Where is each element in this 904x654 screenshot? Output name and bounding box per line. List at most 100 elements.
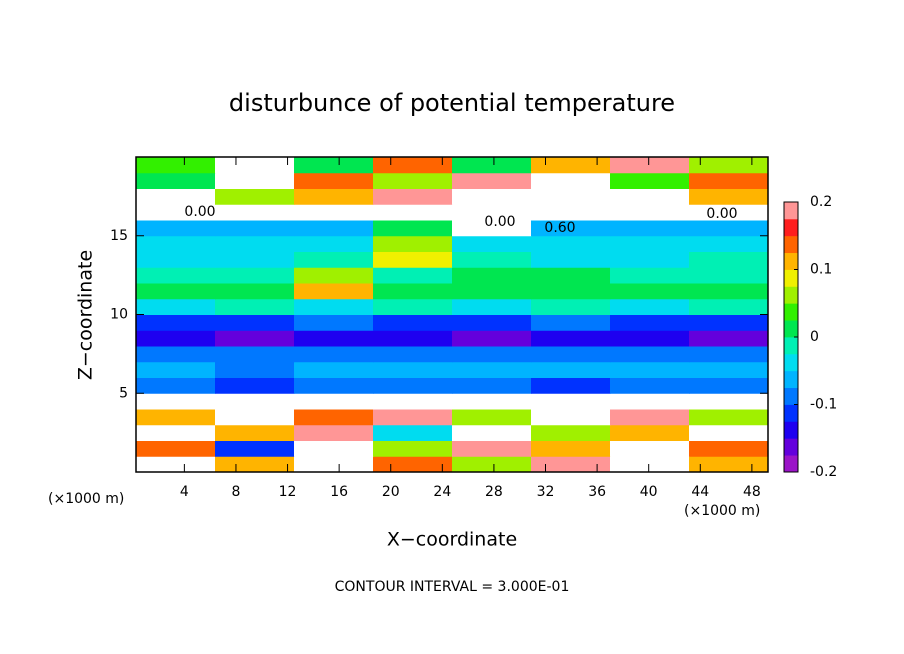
heat-cell	[136, 409, 216, 426]
heat-cell	[610, 283, 690, 300]
heat-cell	[215, 361, 295, 378]
heat-cell	[294, 409, 374, 426]
heat-cell	[610, 456, 690, 473]
heat-cell	[215, 409, 295, 426]
heat-cell	[215, 440, 295, 457]
heat-cell	[294, 188, 374, 205]
heat-cell	[452, 220, 532, 237]
heat-cell	[294, 330, 374, 347]
heat-cell	[531, 220, 611, 237]
x-tick-label: 24	[433, 484, 451, 500]
heat-cell	[294, 298, 374, 315]
contour-label: 0.60	[544, 220, 575, 236]
x-tick-label: 36	[588, 484, 606, 500]
contour-label: 0.00	[484, 214, 515, 230]
heat-cell	[689, 314, 769, 331]
heat-cell	[373, 267, 453, 284]
heat-cell	[136, 456, 216, 473]
heat-cell	[689, 298, 769, 315]
colorbar-swatch	[784, 387, 798, 405]
heat-cell	[294, 235, 374, 252]
heat-cell	[373, 298, 453, 315]
heat-cell	[373, 314, 453, 331]
heat-cell	[452, 330, 532, 347]
heat-cell	[452, 298, 532, 315]
colorbar-swatch	[784, 421, 798, 439]
heat-cell	[215, 188, 295, 205]
heat-cell	[610, 188, 690, 205]
heat-cell	[294, 251, 374, 268]
heat-cell	[136, 251, 216, 268]
colorbar-swatch	[784, 218, 798, 237]
heat-cell	[294, 220, 374, 237]
heat-cell	[610, 440, 690, 457]
y-tick-label: 15	[110, 228, 128, 244]
heat-cell	[689, 204, 769, 221]
heat-cell	[531, 456, 611, 473]
heat-cell	[136, 298, 216, 315]
heat-cell	[215, 346, 295, 363]
heat-cell	[610, 204, 690, 221]
heat-cell	[136, 377, 216, 394]
heat-cell	[373, 346, 453, 363]
heat-cell	[373, 204, 453, 221]
heat-cell	[531, 204, 611, 221]
heat-cell	[610, 409, 690, 426]
heat-cell	[373, 235, 453, 252]
heat-cell	[294, 157, 374, 174]
x-tick-label: 16	[330, 484, 348, 500]
heat-cell	[689, 377, 769, 394]
heat-cell	[610, 157, 690, 174]
colorbar-swatch	[784, 438, 798, 456]
heat-cell	[136, 235, 216, 252]
colorbar-swatch	[784, 235, 798, 254]
colorbar-swatch	[784, 337, 798, 355]
heat-cell	[136, 267, 216, 284]
heat-cell	[452, 235, 532, 252]
colorbar-swatch	[784, 252, 798, 270]
heat-cell	[215, 235, 295, 252]
heat-cell	[294, 456, 374, 473]
heat-cell	[452, 393, 532, 410]
heat-cell	[689, 424, 769, 441]
x-tick-label: 4	[180, 484, 189, 500]
heat-cell	[531, 172, 611, 189]
heat-cell	[689, 409, 769, 426]
heat-cell	[610, 346, 690, 363]
heat-cell	[610, 393, 690, 410]
heat-cell	[136, 157, 216, 174]
heat-cell	[373, 220, 453, 237]
heat-cell	[531, 440, 611, 457]
heat-cell	[294, 377, 374, 394]
heat-cell	[136, 361, 216, 378]
heat-cell	[373, 188, 453, 205]
heat-cell	[294, 440, 374, 457]
heat-cell	[689, 157, 769, 174]
heat-cell	[531, 157, 611, 174]
colorbar-tick-label: -0.2	[810, 464, 837, 480]
heat-cell	[294, 424, 374, 441]
heat-cell	[294, 172, 374, 189]
heat-cell	[689, 393, 769, 410]
contour-label: 0.00	[706, 206, 737, 222]
heat-cell	[689, 283, 769, 300]
heat-cell	[136, 424, 216, 441]
heat-cell	[452, 346, 532, 363]
colorbar-swatch	[784, 455, 798, 473]
colorbar-tick-label: 0.2	[810, 194, 832, 210]
heat-cell	[373, 361, 453, 378]
x-unit: (×1000 m)	[684, 503, 760, 519]
heat-cell	[294, 346, 374, 363]
heat-cell	[294, 204, 374, 221]
heat-cell	[136, 393, 216, 410]
heat-cell	[215, 220, 295, 237]
heat-cell	[215, 172, 295, 189]
heat-cell	[136, 172, 216, 189]
chart-title: disturbunce of potential temperature	[229, 89, 675, 117]
heat-cell	[531, 188, 611, 205]
heat-cell	[452, 267, 532, 284]
x-tick-label: 8	[231, 484, 240, 500]
x-tick-label: 32	[537, 484, 555, 500]
heat-cell	[215, 424, 295, 441]
